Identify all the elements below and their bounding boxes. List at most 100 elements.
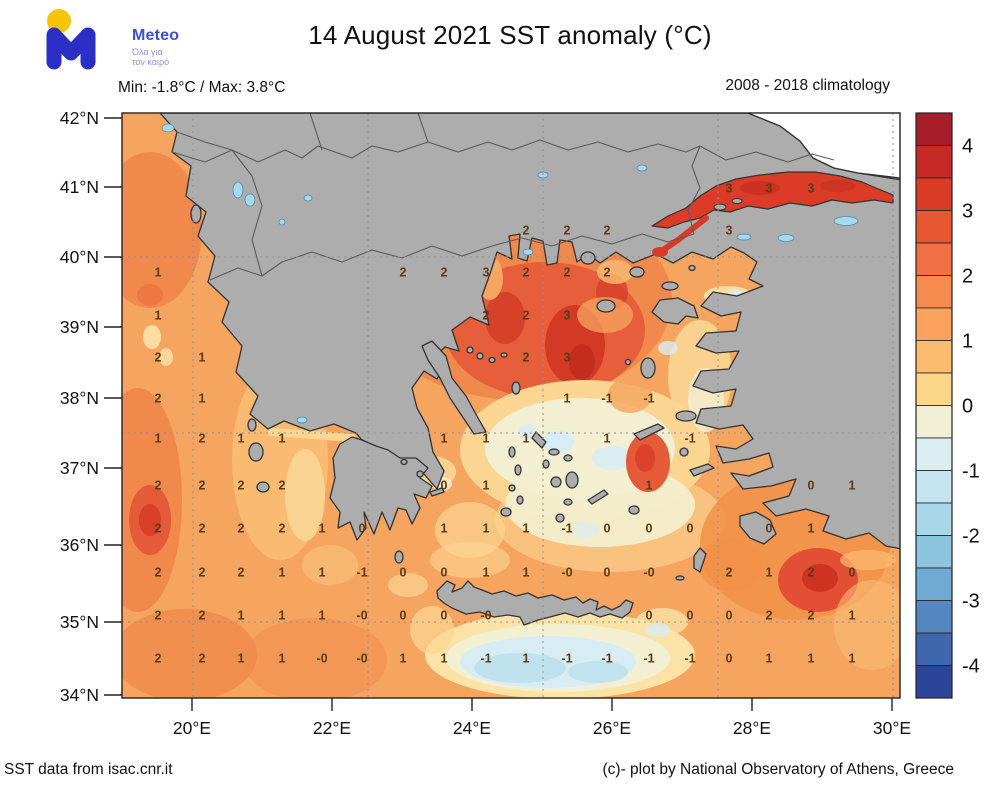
logo-tagline: Όλα για τον καιρό [132,47,169,67]
colorbar-segment [915,210,953,244]
anomaly-value: 1 [646,479,653,493]
island-kythnos [514,464,522,476]
anomaly-value: 1 [523,652,530,666]
island-paros [550,476,562,488]
anomaly-value: 1 [523,432,530,446]
land-euboea [421,340,487,435]
anomaly-value: 2 [483,309,490,323]
colorbar-tick-label: 4 [962,136,973,158]
island-marmara [713,203,727,211]
y-tick-label: 42°N [60,108,99,128]
meteo-m-icon [46,9,96,70]
island-sporades-3 [488,356,496,364]
anomaly-value: -1 [684,652,695,666]
island-alonissos [500,352,508,358]
map-frame [121,112,901,699]
island-lefkada [247,418,257,432]
anomaly-value: -1 [643,392,654,406]
anomaly-value: 2 [279,522,286,536]
anomaly-value: -0 [480,609,491,623]
anomaly-value: 1 [319,566,326,580]
anomaly-value: 1 [523,566,530,580]
anomaly-value: 0 [359,522,366,536]
anomaly-value: 0 [726,652,733,666]
anomaly-value: 1 [238,432,245,446]
anomaly-value: 2 [564,224,571,238]
anomaly-value-labels: 3 3 3 2 2 2 3 1 2 2 3 2 2 2 1 2 2 3 2 1 2 3 2 1 1 -1 -1 1 2 1 1 1 1 1 1 -1 2… [155,182,856,666]
anomaly-value: 2 [155,351,162,365]
anomaly-value: 1 [441,522,448,536]
island-lesbos [651,297,699,325]
anomaly-value: 1 [238,652,245,666]
colorbar-segment [915,372,953,406]
anomaly-value: 2 [400,266,407,280]
anomaly-value: 2 [523,351,530,365]
y-tick-label: 39°N [60,317,99,337]
anomaly-value: -1 [684,432,695,446]
anomaly-value: 3 [564,309,571,323]
land-balkans-anatolia [159,113,900,550]
anomaly-value: 1 [849,609,856,623]
anomaly-value: 1 [766,566,773,580]
anomaly-value: 0 [400,609,407,623]
island-hydra [429,487,445,497]
anomaly-value: 1 [441,432,448,446]
anomaly-value: 0 [441,479,448,493]
island-samothraki [629,266,645,278]
island-salamina [400,458,408,466]
colorbar-tick-label: 1 [962,331,973,353]
anomaly-value: -1 [480,652,491,666]
anomaly-value: 1 [319,522,326,536]
island-aegina [416,470,424,478]
anomaly-value: 1 [199,392,206,406]
anomaly-value: 0 [646,609,653,623]
anomaly-value: -1 [601,652,612,666]
anomaly-value: 1 [279,566,286,580]
anomaly-value: 3 [726,224,733,238]
nodata-region [747,113,900,179]
colorbar-segment [915,177,953,211]
anomaly-value: 1 [564,392,571,406]
island-imbros [661,281,679,291]
anomaly-value: 2 [238,479,245,493]
logo-tagline-line1: Όλα για [132,47,163,57]
graticule [122,113,900,698]
anomaly-value: 2 [155,566,162,580]
colorbar-segment [915,567,953,601]
x-tick-label: 28°E [733,718,771,738]
anomaly-value: 0 [766,522,773,536]
anomaly-value: 3 [808,182,815,196]
anomaly-value: 0 [687,522,694,536]
country-borders [171,113,835,281]
y-tick-label: 40°N [60,247,99,267]
colorbar-segment [915,112,953,146]
anomaly-value: -0 [356,652,367,666]
island-kasos [675,575,685,581]
anomaly-value: 2 [279,479,286,493]
anomaly-value: 2 [155,609,162,623]
anomaly-value: 1 [279,652,286,666]
anomaly-value: 0 [726,609,733,623]
island-syros [542,459,550,469]
anomaly-value: 2 [726,566,733,580]
colorbar-segment [915,502,953,536]
climatology-label: 2008 - 2018 climatology [725,77,890,94]
anomaly-value: -1 [601,392,612,406]
anomaly-value: 1 [483,566,490,580]
island-psara [624,358,632,366]
anomaly-value: 1 [400,652,407,666]
anomaly-value: 2 [523,309,530,323]
anomaly-value: 2 [199,522,206,536]
y-tick-label: 38°N [60,388,99,408]
colorbar-tick-label: 0 [962,396,973,418]
anomaly-value: 1 [604,432,611,446]
anomaly-value: -1 [356,566,367,580]
y-tick-label: 36°N [60,535,99,555]
anomaly-value: -1 [561,652,572,666]
anomaly-value: 3 [726,182,733,196]
anomaly-value: 1 [766,652,773,666]
anomaly-value: 2 [199,652,206,666]
colorbar-segment [915,405,953,439]
y-tick-label: 35°N [60,612,99,632]
